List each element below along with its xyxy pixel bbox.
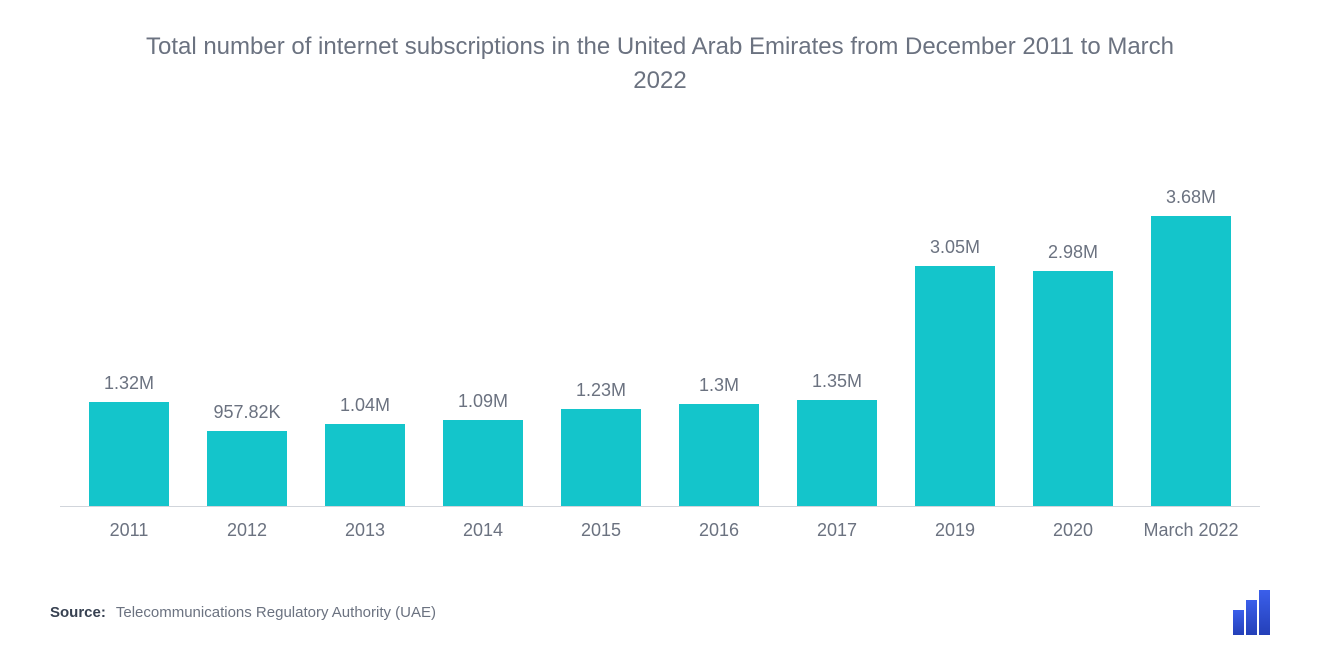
bar [89, 402, 169, 506]
chart-title: Total number of internet subscriptions i… [40, 30, 1280, 97]
logo-bar-icon [1233, 610, 1244, 635]
brand-logo-icon [1233, 590, 1270, 635]
bar [679, 404, 759, 506]
source-citation: Source: Telecommunications Regulatory Au… [50, 604, 436, 621]
x-axis-label: 2020 [1014, 519, 1132, 542]
bar-group: 957.82K [188, 157, 306, 506]
bar-group: 1.35M [778, 157, 896, 506]
x-axis-label: 2013 [306, 519, 424, 542]
bar-value-label: 957.82K [213, 402, 280, 423]
bar-value-label: 2.98M [1048, 242, 1098, 263]
x-axis-label: 2015 [542, 519, 660, 542]
x-axis-label: 2012 [188, 519, 306, 542]
x-axis-label: 2016 [660, 519, 778, 542]
bar-group: 1.23M [542, 157, 660, 506]
source-prefix: Source: [50, 604, 106, 621]
x-axis-label: 2017 [778, 519, 896, 542]
bar-value-label: 3.05M [930, 237, 980, 258]
bar-value-label: 1.23M [576, 380, 626, 401]
bar-group: 3.05M [896, 157, 1014, 506]
bar-group: 1.04M [306, 157, 424, 506]
logo-bar-icon [1246, 600, 1257, 635]
bar-value-label: 1.35M [812, 371, 862, 392]
bar [797, 400, 877, 506]
bar-group: 1.3M [660, 157, 778, 506]
x-axis-label: 2019 [896, 519, 1014, 542]
bar [443, 420, 523, 506]
bar [915, 266, 995, 506]
logo-bar-icon [1259, 590, 1270, 635]
bar [1033, 271, 1113, 506]
bar [325, 424, 405, 506]
bar-value-label: 1.3M [699, 375, 739, 396]
bar-group: 1.32M [70, 157, 188, 506]
bar [561, 409, 641, 506]
bar-value-label: 1.04M [340, 395, 390, 416]
chart-area: 1.32M 957.82K 1.04M 1.09M 1.23M 1.3M 1.3… [40, 157, 1280, 507]
bar-value-label: 1.32M [104, 373, 154, 394]
source-text: Telecommunications Regulatory Authority … [116, 604, 436, 621]
bar [207, 431, 287, 506]
bar [1151, 216, 1231, 506]
footer-row: Source: Telecommunications Regulatory Au… [50, 590, 1270, 635]
x-axis-label: 2014 [424, 519, 542, 542]
x-axis-label: 2011 [70, 519, 188, 542]
bars-container: 1.32M 957.82K 1.04M 1.09M 1.23M 1.3M 1.3… [60, 157, 1260, 507]
bar-group: 2.98M [1014, 157, 1132, 506]
bar-group: 1.09M [424, 157, 542, 506]
bar-group: 3.68M [1132, 157, 1250, 506]
x-axis-labels: 2011 2012 2013 2014 2015 2016 2017 2019 … [60, 507, 1260, 542]
bar-value-label: 3.68M [1166, 187, 1216, 208]
x-axis-label: March 2022 [1132, 519, 1250, 542]
bar-value-label: 1.09M [458, 391, 508, 412]
